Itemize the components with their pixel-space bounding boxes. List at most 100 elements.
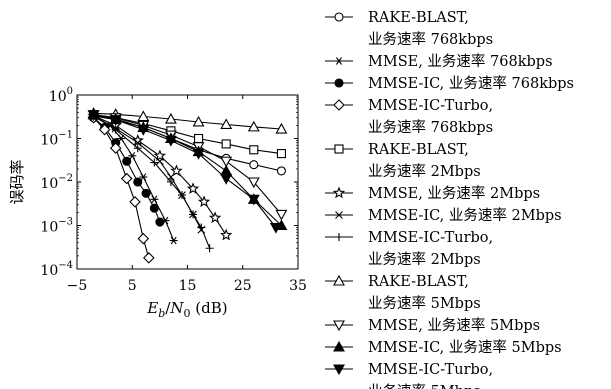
legend-label-line2: 业务速率 5Mbps [368, 383, 481, 389]
x-tick-label: 35 [289, 278, 307, 294]
series-7-point [155, 157, 164, 166]
legend-label-line2: 业务速率 5Mbps [368, 295, 481, 312]
series-4-point [143, 252, 155, 264]
legend-marker [333, 99, 345, 111]
series-12-point [164, 135, 177, 147]
series-10-point [275, 209, 288, 221]
legend-entry-3: MMSE-IC, 业务速率 768kbps [325, 75, 574, 92]
legend-marker [335, 211, 343, 219]
series-7-line [93, 115, 202, 230]
legend-marker [333, 274, 345, 286]
legend-entry-6: MMSE, 业务速率 2Mbps [325, 185, 540, 202]
series-8-point [205, 244, 214, 253]
series-9-point [137, 110, 150, 122]
legend-entry-4: MMSE-IC-Turbo, 业务速率 768kbps [325, 98, 493, 136]
series-3-point [155, 217, 165, 227]
series-12-point [109, 115, 122, 126]
legend-label: MMSE-IC-Turbo, [368, 362, 493, 378]
y-tick-label: 10−2 [40, 173, 73, 192]
series-12-point [87, 110, 100, 121]
series-9-point [247, 120, 260, 132]
series-1-point [249, 160, 259, 170]
series-2-point [150, 195, 159, 204]
series-5-point [249, 145, 259, 155]
y-tick-label: 10−3 [40, 217, 73, 236]
legend-marker [333, 340, 345, 352]
legend-marker [332, 186, 346, 199]
legend-entry-1: RAKE-BLAST, 业务速率 768kbps [325, 10, 493, 48]
legend-label: MMSE-IC, 业务速率 5Mbps [368, 339, 562, 356]
series-10-point [220, 156, 233, 168]
series-4-point [109, 142, 122, 154]
series-2-point [169, 236, 178, 245]
series-8-point [197, 223, 206, 232]
x-tick-label: 25 [234, 278, 252, 294]
series-4-point [120, 172, 133, 185]
legend-label: MMSE, 业务速率 768kbps [368, 53, 553, 70]
series-1-point [276, 166, 286, 176]
legend-label-line2: 业务速率 768kbps [368, 31, 493, 48]
legend-label: MMSE-IC-Turbo, [368, 98, 493, 114]
series-11-point [220, 164, 233, 176]
series-3-point [149, 203, 159, 213]
series-9-point [220, 118, 233, 130]
series-12 [87, 110, 282, 234]
y-tick-label: 10−4 [40, 260, 73, 279]
series-5-point [276, 149, 286, 159]
series-5-point [194, 133, 204, 144]
series-11-line [93, 114, 282, 226]
y-tick-label: 100 [49, 86, 73, 105]
axes: −5 5 15 25 35 100 10−1 10−2 10−3 10−4 误码率 Eb/N0 (dB… [8, 86, 307, 320]
series-12-point [247, 194, 260, 206]
legend-marker [335, 57, 343, 65]
y-tick-label: 10−1 [40, 130, 73, 149]
series-6-point [170, 164, 183, 177]
legend-entry-9: RAKE-BLAST, 业务速率 5Mbps [325, 274, 481, 312]
series-5-point [221, 139, 231, 149]
legend-label: MMSE-IC, 业务速率 768kbps [368, 75, 574, 92]
series-12-point [137, 125, 150, 136]
series-4 [87, 111, 155, 264]
series-12-point [220, 174, 233, 185]
legend-label: MMSE, 业务速率 5Mbps [368, 317, 540, 334]
y-axis-label: 误码率 [8, 159, 26, 204]
legend-entry-7: MMSE-IC, 业务速率 2Mbps [325, 207, 562, 224]
series-12-point [269, 222, 282, 234]
x-tick-label: 5 [128, 278, 137, 294]
series-6-point [197, 195, 211, 208]
legend-entry-10: MMSE, 业务速率 5Mbps [325, 317, 540, 334]
x-tick-label: −5 [67, 278, 88, 294]
x-axis-label: Eb/N0 (dB) [146, 299, 227, 320]
legend-label: RAKE-BLAST, [368, 10, 469, 26]
legend-label: RAKE-BLAST, [368, 274, 469, 290]
series-8-point [150, 158, 159, 167]
series-10-point [247, 177, 260, 189]
legend: RAKE-BLAST, 业务速率 768kbps MMSE, 业务速率 768kbp… [325, 10, 574, 389]
series-8-point [133, 144, 142, 153]
series-6-point [220, 228, 233, 241]
series-8-point [177, 191, 186, 200]
x-tick-label: 15 [179, 278, 197, 294]
series-12-point [192, 149, 205, 160]
legend-entry-11: MMSE-IC, 业务速率 5Mbps [325, 339, 562, 356]
series-9-point [275, 122, 288, 134]
series-3-point [133, 177, 143, 187]
series-8-point [166, 178, 175, 186]
legend-marker [334, 144, 344, 154]
series-3-point [122, 156, 132, 166]
legend-marker [334, 12, 344, 22]
legend-label: MMSE-IC-Turbo, [368, 230, 493, 246]
legend-entry-2: MMSE, 业务速率 768kbps [325, 53, 553, 70]
series-6-point [153, 149, 167, 162]
legend-entry-12: MMSE-IC-Turbo, 业务速率 5Mbps [325, 362, 493, 389]
legend-label: MMSE-IC, 业务速率 2Mbps [368, 207, 562, 224]
legend-label-line2: 业务速率 768kbps [368, 119, 493, 136]
series-4-point [137, 232, 150, 245]
legend-label-line2: 业务速率 2Mbps [368, 163, 481, 180]
series-4-point [129, 196, 141, 208]
series-8-point [111, 125, 120, 134]
legend-marker [334, 78, 344, 88]
series-2-point [139, 173, 148, 181]
legend-marker [335, 233, 343, 241]
